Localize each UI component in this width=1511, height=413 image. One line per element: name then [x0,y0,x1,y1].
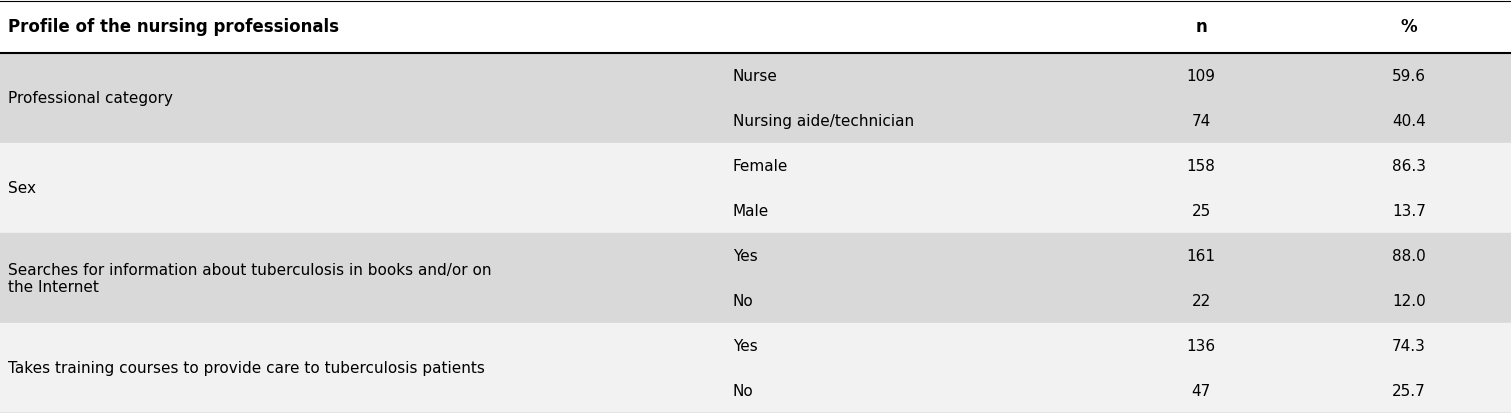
Text: Yes: Yes [733,338,757,353]
Bar [0,233,1511,278]
Text: Male: Male [733,204,769,218]
Text: %: % [1401,18,1417,36]
Text: Searches for information about tuberculosis in books and/or on
the Internet: Searches for information about tuberculo… [8,262,491,294]
Bar [0,54,1511,99]
Text: Female: Female [733,159,789,173]
Text: Nurse: Nurse [733,69,778,83]
Text: No: No [733,383,754,398]
Text: 88.0: 88.0 [1392,248,1426,263]
Text: 25: 25 [1192,204,1210,218]
Text: 74: 74 [1192,114,1210,128]
Text: 161: 161 [1186,248,1216,263]
Text: 86.3: 86.3 [1392,159,1426,173]
Text: No: No [733,293,754,308]
Text: 25.7: 25.7 [1392,383,1426,398]
Text: 59.6: 59.6 [1392,69,1426,83]
Text: 22: 22 [1192,293,1210,308]
Text: 13.7: 13.7 [1392,204,1426,218]
Bar [0,368,1511,413]
Text: 158: 158 [1186,159,1216,173]
Text: Takes training courses to provide care to tuberculosis patients: Takes training courses to provide care t… [8,361,485,375]
Text: 74.3: 74.3 [1392,338,1426,353]
Bar [0,144,1511,188]
Text: Professional category: Professional category [8,91,172,106]
Text: 47: 47 [1192,383,1210,398]
Text: Nursing aide/technician: Nursing aide/technician [733,114,914,128]
Text: Sex: Sex [8,181,36,196]
Text: 12.0: 12.0 [1392,293,1426,308]
Bar [0,278,1511,323]
Text: 40.4: 40.4 [1392,114,1426,128]
Bar [0,323,1511,368]
Bar [0,0,1511,54]
Bar [0,188,1511,233]
Bar [0,99,1511,144]
Text: 109: 109 [1186,69,1216,83]
Text: 136: 136 [1186,338,1216,353]
Text: Profile of the nursing professionals: Profile of the nursing professionals [8,18,338,36]
Text: Yes: Yes [733,248,757,263]
Text: n: n [1195,18,1207,36]
